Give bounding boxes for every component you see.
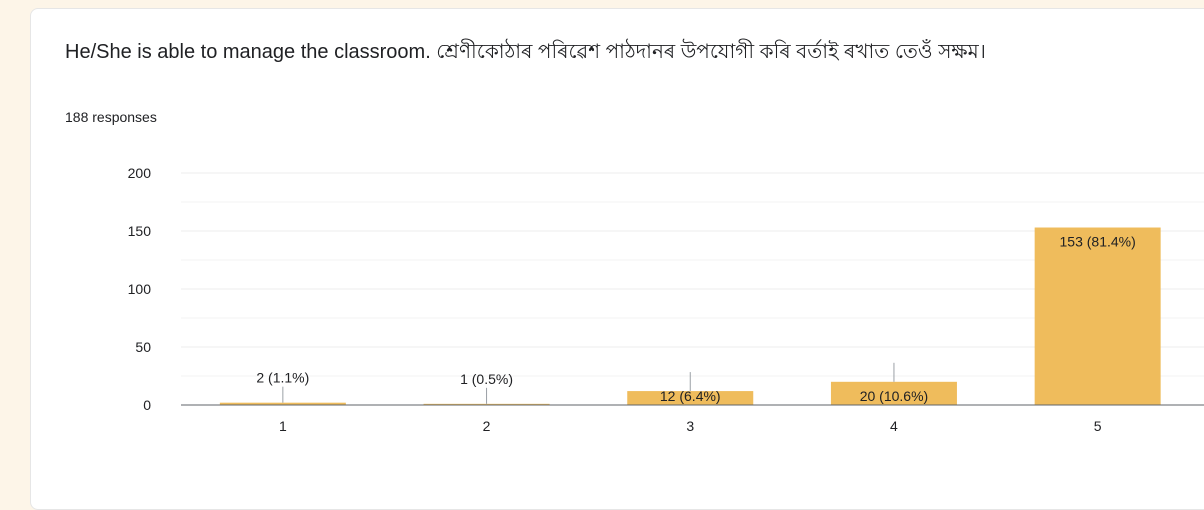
y-tick-label: 150 — [128, 223, 152, 239]
data-label: 153 (81.4%) — [1060, 234, 1136, 250]
x-tick-label: 2 — [483, 418, 491, 434]
y-tick-label: 100 — [128, 281, 152, 297]
bar-chart: 0 50 100 150 200 2 (1.1%) 1 1 (0.5%) 2 12 (6.4%) 3… — [31, 9, 1204, 499]
data-label: 2 (1.1%) — [256, 370, 309, 386]
data-label: 20 (10.6%) — [860, 388, 928, 404]
x-tick-label: 4 — [890, 418, 898, 434]
y-tick-label: 0 — [143, 397, 151, 413]
y-tick-label: 50 — [135, 339, 151, 355]
bar — [1035, 228, 1161, 405]
data-label: 1 (0.5%) — [460, 371, 513, 387]
y-tick-label: 200 — [128, 165, 152, 181]
question-card: He/She is able to manage the classroom. … — [30, 8, 1204, 510]
x-tick-label: 3 — [686, 418, 694, 434]
x-tick-label: 5 — [1094, 418, 1102, 434]
data-label: 12 (6.4%) — [660, 388, 721, 404]
x-tick-label: 1 — [279, 418, 287, 434]
